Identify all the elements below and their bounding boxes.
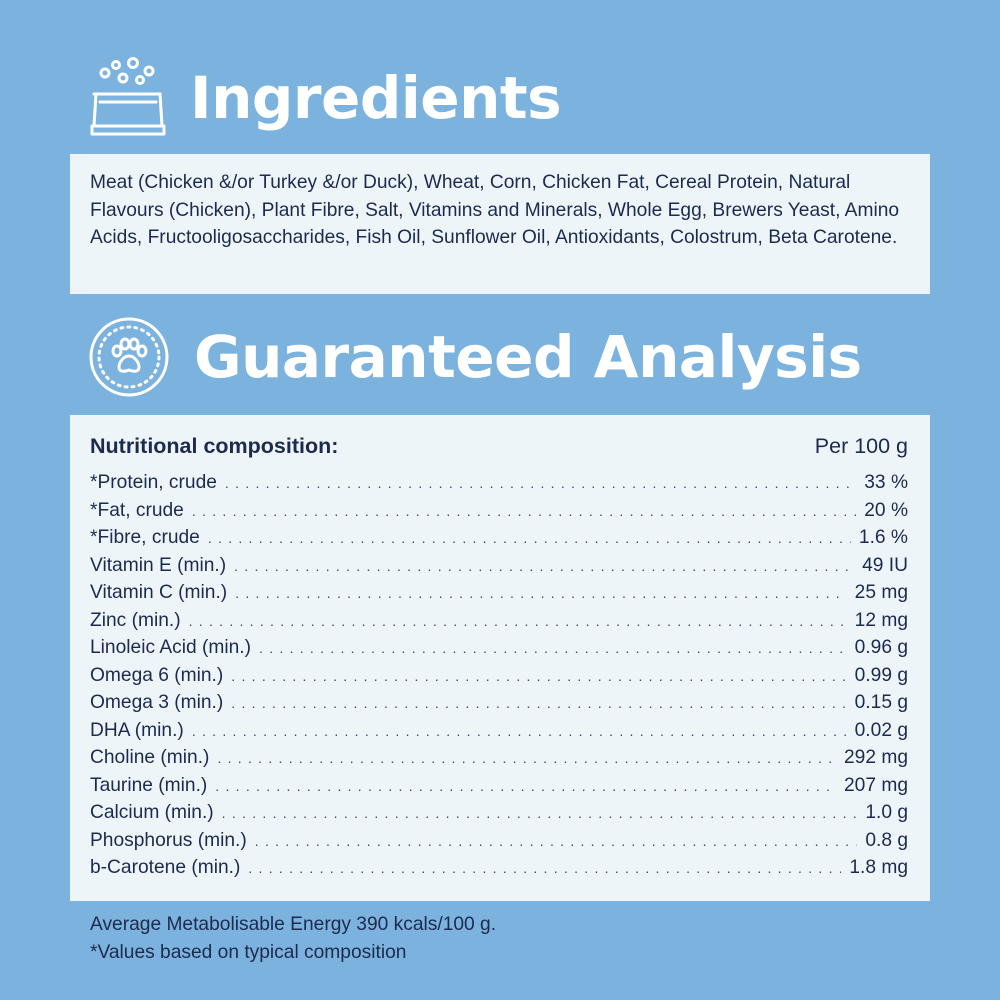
dot-leader [215,778,836,794]
nutrient-value: 292 mg [844,747,908,768]
dot-leader [192,503,856,519]
nutrition-rows: *Protein, crude 33 % *Fat, crude 20 % *Fibre… [90,472,908,885]
nutrition-row: b-Carotene (min.) 1.8 mg [90,857,908,885]
nutrient-value: 207 mg [844,774,908,796]
dot-leader [259,640,847,656]
nutrient-value: 1.0 g [865,802,908,823]
nutrient-name: Phosphorus (min.) [90,829,247,851]
nutrition-row: Zinc (min.) 12 mg [90,610,908,638]
nutrition-row: DHA (min.) 0.02 g [90,720,908,748]
nutrition-row: Vitamin E (min.) 49 IU [90,555,908,583]
nutrient-value: 12 mg [854,609,908,631]
food-bowl-icon [88,56,168,140]
nutrient-name: Linoleic Acid (min.) [90,637,252,658]
nutrition-row: Taurine (min.) 207 mg [90,775,908,803]
nutrition-row: *Protein, crude 33 % [90,472,908,500]
dot-leader [217,750,836,766]
nutrient-name: *Fibre, crude [90,527,200,548]
dot-leader [231,668,846,684]
per-100g-label: Per 100 g [814,434,908,458]
table-header: Nutritional composition: Per 100 g [90,434,908,472]
nutrient-name: DHA (min.) [90,719,184,741]
nutrient-name: *Fat, crude [90,499,184,521]
dot-leader [234,558,854,574]
nutrient-value: 1.8 mg [849,857,908,878]
nutrient-name: Taurine (min.) [90,774,208,796]
nutrition-row: Phosphorus (min.) 0.8 g [90,830,908,858]
nutrient-value: 0.8 g [865,829,908,851]
dot-leader [231,695,846,711]
nutrition-row: Omega 6 (min.) 0.99 g [90,665,908,693]
energy-note: Average Metabolisable Energy 390 kcals/1… [90,914,497,935]
nutrient-value: 0.96 g [854,637,908,658]
nutrition-row: Omega 3 (min.) 0.15 g [90,692,908,720]
dot-leader [225,475,856,491]
dot-leader [255,833,858,849]
nutrition-row: Choline (min.) 292 mg [90,747,908,775]
nutrient-value: 1.6 % [858,527,908,548]
nutrient-value: 25 mg [854,582,908,603]
nutrient-value: 0.02 g [854,719,908,741]
nutrition-row: *Fibre, crude 1.6 % [90,527,908,555]
nutrition-row: Vitamin C (min.) 25 mg [90,582,908,610]
guaranteed-analysis-title: Guaranteed Analysis [194,323,862,391]
nutritional-composition-title: Nutritional composition: [90,434,339,458]
nutrient-name: Omega 3 (min.) [90,692,224,713]
footer-notes: Average Metabolisable Energy 390 kcals/1… [90,911,496,967]
nutrient-name: Calcium (min.) [90,802,214,823]
nutrient-value: 0.99 g [854,664,908,686]
nutrient-value: 33 % [864,472,908,493]
dot-leader [189,613,847,629]
ingredients-heading: Ingredients [88,56,562,140]
dot-leader [208,530,851,546]
nutrient-name: Omega 6 (min.) [90,664,224,686]
dot-leader [192,723,847,739]
dot-leader [222,805,858,821]
typical-values-note: *Values based on typical composition [90,942,407,963]
nutrition-row: *Fat, crude 20 % [90,500,908,528]
nutrition-row: Linoleic Acid (min.) 0.96 g [90,637,908,665]
nutrient-value: 0.15 g [854,692,908,713]
ingredients-panel: Meat (Chicken &/or Turkey &/or Duck), Wh… [70,154,930,294]
dot-leader [235,585,846,601]
nutrient-name: Choline (min.) [90,747,210,768]
nutrient-value: 20 % [864,499,908,521]
nutrient-name: *Protein, crude [90,472,217,493]
nutrient-value: 49 IU [862,554,908,576]
nutrition-row: Calcium (min.) 1.0 g [90,802,908,830]
ingredients-title: Ingredients [190,64,562,132]
ingredients-text: Meat (Chicken &/or Turkey &/or Duck), Wh… [90,172,900,248]
guaranteed-analysis-heading: Guaranteed Analysis [88,316,862,398]
analysis-panel: Nutritional composition: Per 100 g *Prot… [70,415,930,901]
nutrient-name: Zinc (min.) [90,609,181,631]
nutrient-name: b-Carotene (min.) [90,857,241,878]
nutrient-name: Vitamin E (min.) [90,554,227,576]
paw-print-icon [88,316,170,398]
nutrient-name: Vitamin C (min.) [90,582,228,603]
dot-leader [248,860,841,876]
